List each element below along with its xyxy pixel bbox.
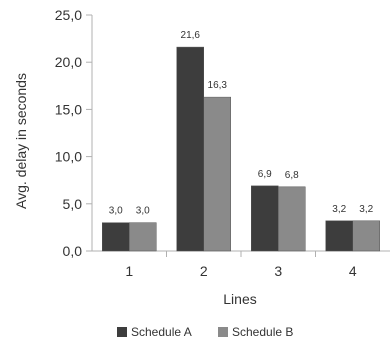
data-label: 3,2 <box>332 204 346 215</box>
data-label: 3,2 <box>359 204 373 215</box>
y-tick-label: 5,0 <box>63 196 83 212</box>
y-tick-label: 15,0 <box>55 101 82 117</box>
bars-group: 3,0 3,0 21,6 16,3 6,9 6,8 3,2 3,2 <box>102 30 380 252</box>
bar-schedule-b <box>129 222 157 252</box>
data-label: 6,8 <box>285 170 299 181</box>
legend-swatch <box>117 327 127 337</box>
x-axis-title: Lines <box>223 291 256 307</box>
data-label: 21,6 <box>181 30 201 41</box>
bar-schedule-a <box>325 220 353 252</box>
y-axis-title: Avg. delay in seconds <box>13 73 29 209</box>
data-label: 16,3 <box>208 80 228 91</box>
y-tick-label: 0,0 <box>63 243 83 259</box>
bar-schedule-a <box>102 222 130 252</box>
data-label: 6,9 <box>258 169 272 180</box>
bar-schedule-a <box>251 185 279 252</box>
y-tick-label: 20,0 <box>55 54 82 70</box>
bar-schedule-a <box>176 46 204 252</box>
y-tick-label: 25,0 <box>55 7 82 23</box>
y-tick-label: 10,0 <box>55 149 82 165</box>
x-tick-label: 4 <box>349 263 357 279</box>
bar-schedule-b <box>203 96 231 252</box>
data-label: 3,0 <box>109 206 123 217</box>
y-axis-ticks: 0,0 5,0 10,0 15,0 20,0 25,0 <box>55 7 92 259</box>
x-tick-label: 1 <box>125 263 133 279</box>
data-label: 3,0 <box>136 206 150 217</box>
bar-schedule-b <box>278 186 306 252</box>
legend-label: Schedule A <box>131 325 192 339</box>
x-tick-label: 3 <box>274 263 282 279</box>
bar-schedule-b <box>352 220 380 252</box>
x-axis-ticks: 1 2 3 4 <box>125 251 357 279</box>
legend: Schedule A Schedule B <box>117 325 293 339</box>
legend-label: Schedule B <box>232 325 293 339</box>
x-tick-label: 2 <box>200 263 208 279</box>
legend-swatch <box>218 327 228 337</box>
